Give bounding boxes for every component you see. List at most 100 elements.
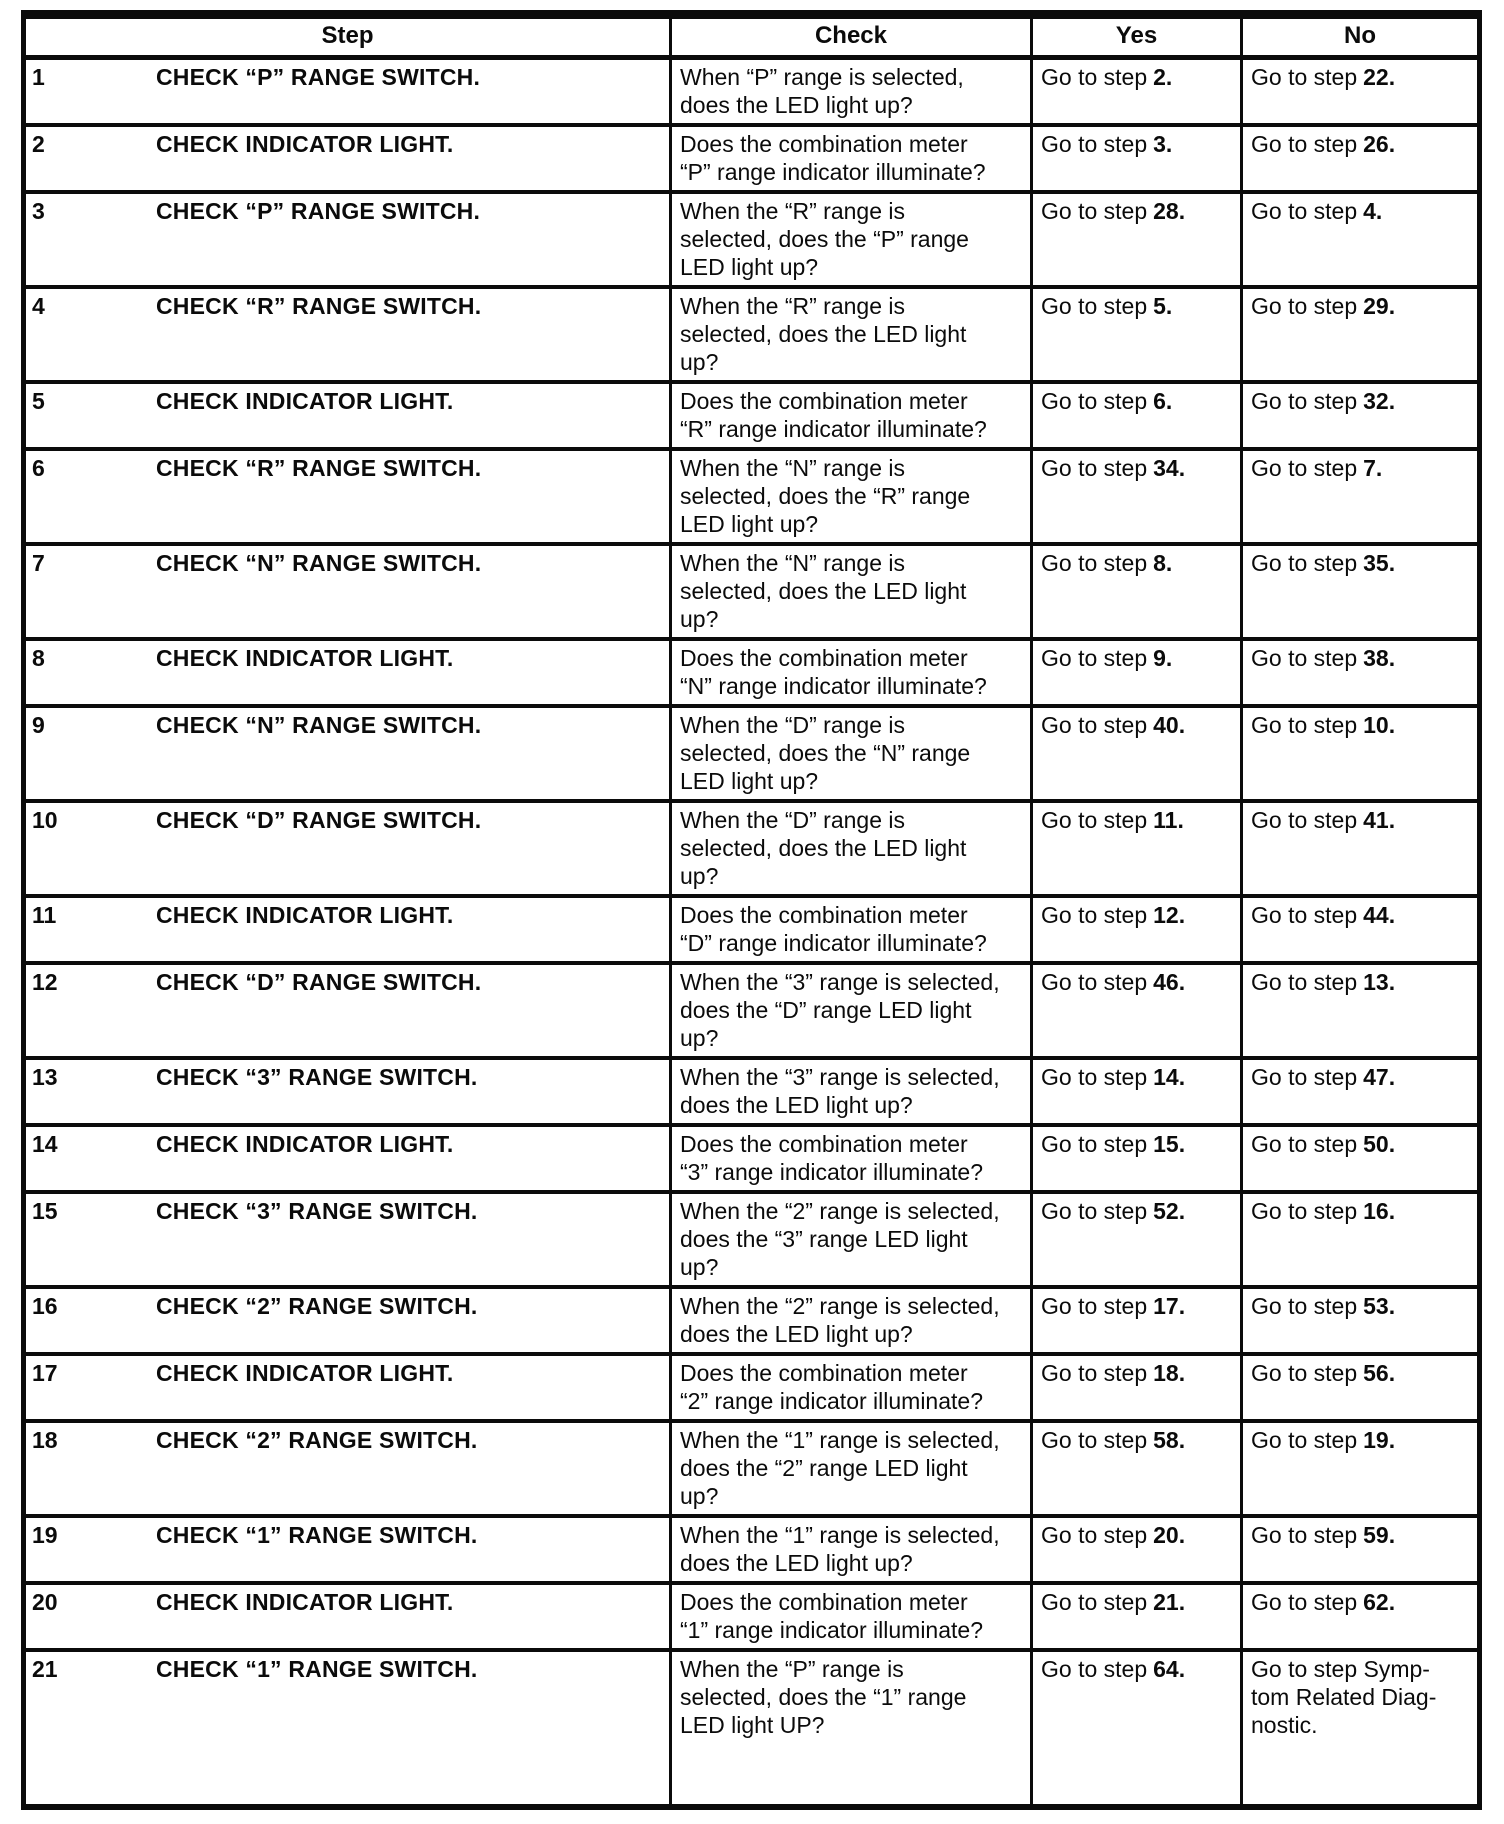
- table-row: 6 CHECK “R” RANGE SWITCH. When the “N” ra…: [22, 447, 1480, 544]
- step-cell: 17 CHECK INDICATOR LIGHT.: [22, 1352, 671, 1421]
- yes-cell: Go to step 58.: [1030, 1419, 1242, 1516]
- step-action-label: CHECK “P” RANGE SWITCH.: [156, 64, 481, 90]
- step-number: 3: [32, 198, 45, 224]
- yes-cell: Go to step 17.: [1030, 1285, 1242, 1354]
- table-row: 5 CHECK INDICATOR LIGHT. Does the combina…: [22, 380, 1480, 449]
- step-cell: 7 CHECK “N” RANGE SWITCH.: [22, 542, 671, 639]
- step-action-label: CHECK “N” RANGE SWITCH.: [156, 712, 482, 738]
- column-header-no: No: [1240, 14, 1480, 60]
- yes-cell: Go to step 2.: [1030, 55, 1242, 125]
- no-goto-text: Go to step: [1251, 455, 1358, 481]
- yes-step-number: 34.: [1153, 455, 1186, 481]
- no-goto-text: Go to step: [1251, 131, 1358, 157]
- yes-goto-text: Go to step: [1041, 645, 1148, 671]
- yes-goto-text: Go to step: [1041, 455, 1148, 481]
- no-cell: Go to step 4.: [1240, 190, 1480, 287]
- table-row: 19 CHECK “1” RANGE SWITCH. When the “1” r…: [22, 1514, 1480, 1583]
- yes-cell: Go to step 21.: [1030, 1581, 1242, 1650]
- check-question: When the “R” range is selected, does the…: [680, 198, 969, 280]
- step-cell: 11 CHECK INDICATOR LIGHT.: [22, 894, 671, 963]
- yes-goto-text: Go to step: [1041, 969, 1148, 995]
- yes-cell: Go to step 15.: [1030, 1123, 1242, 1192]
- yes-step-number: 3.: [1153, 131, 1173, 157]
- no-step-number: 32.: [1363, 388, 1396, 414]
- step-number: 13: [32, 1064, 58, 1090]
- no-step-number: 13.: [1363, 969, 1396, 995]
- no-goto-text: Go to step: [1251, 550, 1358, 576]
- no-cell: Go to step 16.: [1240, 1190, 1480, 1287]
- check-cell: When the “R” range is selected, does the…: [669, 285, 1032, 382]
- table-row: 7 CHECK “N” RANGE SWITCH. When the “N” ra…: [22, 542, 1480, 639]
- header-row: Step Check Yes No: [22, 14, 1480, 60]
- no-cell: Go to step 53.: [1240, 1285, 1480, 1354]
- no-step-number: 7.: [1363, 455, 1383, 481]
- step-action-label: CHECK INDICATOR LIGHT.: [156, 131, 454, 157]
- step-action-label: CHECK “3” RANGE SWITCH.: [156, 1198, 478, 1224]
- no-goto-text: Go to step Symp- tom Related Diag- nosti…: [1251, 1656, 1437, 1738]
- yes-goto-text: Go to step: [1041, 198, 1148, 224]
- check-cell: When “P” range is selected, does the LED…: [669, 55, 1032, 125]
- step-action-label: CHECK “2” RANGE SWITCH.: [156, 1427, 478, 1453]
- no-step-number: 19.: [1363, 1427, 1396, 1453]
- step-number: 21: [32, 1656, 58, 1682]
- no-step-number: 56.: [1363, 1360, 1396, 1386]
- yes-step-number: 15.: [1153, 1131, 1186, 1157]
- yes-goto-text: Go to step: [1041, 388, 1148, 414]
- no-goto-text: Go to step: [1251, 1064, 1358, 1090]
- table-body: 1 CHECK “P” RANGE SWITCH. When “P” range …: [22, 55, 1480, 1807]
- yes-goto-text: Go to step: [1041, 1064, 1148, 1090]
- no-goto-text: Go to step: [1251, 1522, 1358, 1548]
- yes-cell: Go to step 40.: [1030, 704, 1242, 801]
- yes-step-number: 21.: [1153, 1589, 1186, 1615]
- no-goto-text: Go to step: [1251, 645, 1358, 671]
- check-cell: When the “2” range is selected, does the…: [669, 1190, 1032, 1287]
- yes-step-number: 8.: [1153, 550, 1173, 576]
- yes-step-number: 17.: [1153, 1293, 1186, 1319]
- step-number: 19: [32, 1522, 58, 1548]
- step-action-label: CHECK “P” RANGE SWITCH.: [156, 198, 481, 224]
- no-goto-text: Go to step: [1251, 1131, 1358, 1157]
- step-cell: 2 CHECK INDICATOR LIGHT.: [22, 123, 671, 192]
- step-number: 17: [32, 1360, 58, 1386]
- table-row: 12 CHECK “D” RANGE SWITCH. When the “3” r…: [22, 961, 1480, 1058]
- no-cell: Go to step 7.: [1240, 447, 1480, 544]
- step-cell: 20 CHECK INDICATOR LIGHT.: [22, 1581, 671, 1650]
- yes-cell: Go to step 34.: [1030, 447, 1242, 544]
- table-row: 1 CHECK “P” RANGE SWITCH. When “P” range …: [22, 55, 1480, 125]
- check-question: When the “2” range is selected, does the…: [680, 1293, 1000, 1347]
- check-cell: When the “D” range is selected, does the…: [669, 704, 1032, 801]
- no-step-number: 41.: [1363, 807, 1396, 833]
- table-row: 10 CHECK “D” RANGE SWITCH. When the “D” r…: [22, 799, 1480, 896]
- yes-step-number: 5.: [1153, 293, 1173, 319]
- yes-step-number: 40.: [1153, 712, 1186, 738]
- yes-step-number: 14.: [1153, 1064, 1186, 1090]
- step-cell: 15 CHECK “3” RANGE SWITCH.: [22, 1190, 671, 1287]
- column-header-step: Step: [22, 14, 671, 60]
- yes-step-number: 46.: [1153, 969, 1186, 995]
- table-row: 13 CHECK “3” RANGE SWITCH. When the “3” r…: [22, 1056, 1480, 1125]
- table-row: 3 CHECK “P” RANGE SWITCH. When the “R” ra…: [22, 190, 1480, 287]
- step-cell: 3 CHECK “P” RANGE SWITCH.: [22, 190, 671, 287]
- yes-cell: Go to step 11.: [1030, 799, 1242, 896]
- no-cell: Go to step 41.: [1240, 799, 1480, 896]
- no-step-number: 22.: [1363, 64, 1396, 90]
- no-cell: Go to step 50.: [1240, 1123, 1480, 1192]
- check-question: When the “N” range is selected, does the…: [680, 550, 967, 632]
- yes-cell: Go to step 8.: [1030, 542, 1242, 639]
- table-row: 14 CHECK INDICATOR LIGHT. Does the combin…: [22, 1123, 1480, 1192]
- yes-step-number: 64.: [1153, 1656, 1186, 1682]
- check-cell: When the “N” range is selected, does the…: [669, 447, 1032, 544]
- yes-goto-text: Go to step: [1041, 1656, 1148, 1682]
- check-question: Does the combination meter “D” range ind…: [680, 902, 987, 956]
- check-cell: When the “3” range is selected, does the…: [669, 1056, 1032, 1125]
- check-question: When the “R” range is selected, does the…: [680, 293, 967, 375]
- yes-cell: Go to step 5.: [1030, 285, 1242, 382]
- no-goto-text: Go to step: [1251, 807, 1358, 833]
- step-action-label: CHECK “D” RANGE SWITCH.: [156, 969, 482, 995]
- yes-cell: Go to step 20.: [1030, 1514, 1242, 1583]
- yes-step-number: 52.: [1153, 1198, 1186, 1224]
- no-cell: Go to step 44.: [1240, 894, 1480, 963]
- check-cell: Does the combination meter “N” range ind…: [669, 637, 1032, 706]
- step-cell: 21 CHECK “1” RANGE SWITCH.: [22, 1648, 671, 1807]
- check-cell: Does the combination meter “1” range ind…: [669, 1581, 1032, 1650]
